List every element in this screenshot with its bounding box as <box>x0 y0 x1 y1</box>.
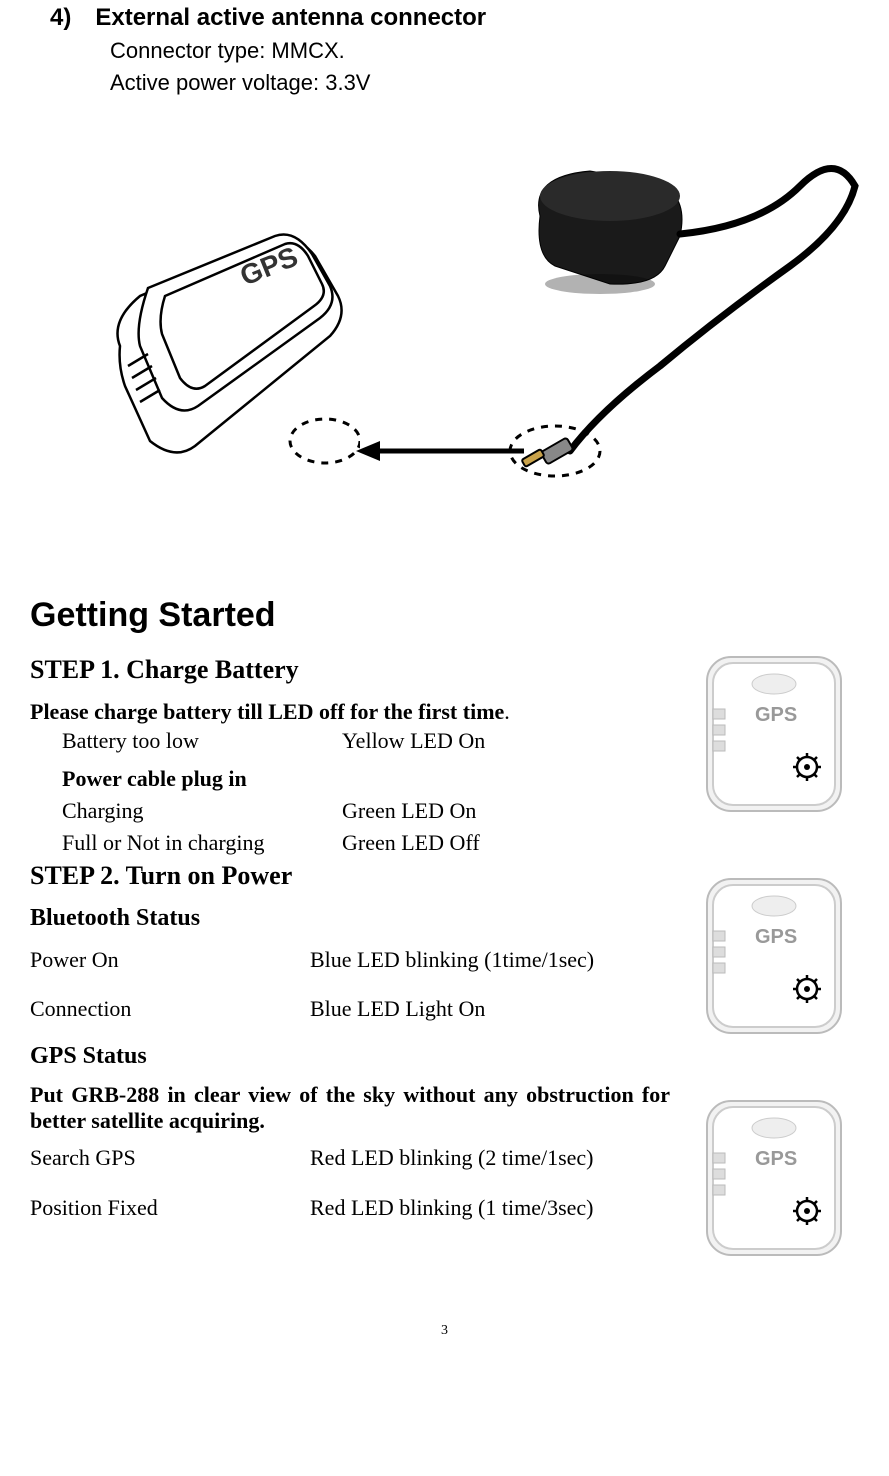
step1-lead: Please charge battery till LED off for t… <box>30 699 689 725</box>
section4-heading: 4) External active antenna connector <box>30 4 859 32</box>
dashed-circle-left <box>290 419 360 463</box>
mini-device-3: GPS <box>699 1093 849 1263</box>
bt-row1-c1: Power On <box>30 944 310 976</box>
gps-row2-c1: Position Fixed <box>30 1192 310 1224</box>
gps-status-heading: GPS Status <box>30 1043 689 1070</box>
step1-row2-c2: Green LED On <box>342 795 689 827</box>
mini-device-2-label: GPS <box>755 926 797 948</box>
step1-row1-c2: Yellow LED On <box>342 725 689 757</box>
step1-plugin: Power cable plug in <box>62 763 342 795</box>
section4-line1: Connector type: MMCX. <box>30 38 859 64</box>
page-number: 3 <box>30 1323 859 1339</box>
step1-row3-c1: Full or Not in charging <box>62 827 342 859</box>
gps-row1-c1: Search GPS <box>30 1142 310 1174</box>
mini-device-2: GPS <box>699 871 849 1041</box>
mini-device-3-label: GPS <box>755 1148 797 1170</box>
mini-device-1-label: GPS <box>755 704 797 726</box>
step1-row1-c1: Battery too low <box>62 725 342 757</box>
gear-icon <box>793 1197 821 1225</box>
gps-antenna-drawing <box>500 156 860 496</box>
bluetooth-status-heading: Bluetooth Status <box>30 905 689 932</box>
mini-device-1: GPS <box>699 649 849 819</box>
gear-icon <box>793 975 821 1003</box>
gps-note: Put GRB-288 in clear view of the sky wit… <box>30 1082 670 1134</box>
gps-row1-c2: Red LED blinking (2 time/1sec) <box>310 1142 689 1174</box>
bt-row2-c1: Connection <box>30 993 310 1025</box>
step1-row3-c2: Green LED Off <box>342 827 689 859</box>
figure-area: GPS <box>30 176 859 536</box>
gps-device-drawing: GPS <box>80 226 360 486</box>
section4-line2: Active power voltage: 3.3V <box>30 70 859 96</box>
gps-row2-c2: Red LED blinking (1 time/3sec) <box>310 1192 689 1224</box>
step1-title: STEP 1. Charge Battery <box>30 655 689 685</box>
step1-row2-c1: Charging <box>62 795 342 827</box>
step2-title: STEP 2. Turn on Power <box>30 861 689 891</box>
getting-started-heading: Getting Started <box>30 596 859 635</box>
bt-row1-c2: Blue LED blinking (1time/1sec) <box>310 944 689 976</box>
bt-row2-c2: Blue LED Light On <box>310 993 689 1025</box>
gear-icon <box>793 753 821 781</box>
